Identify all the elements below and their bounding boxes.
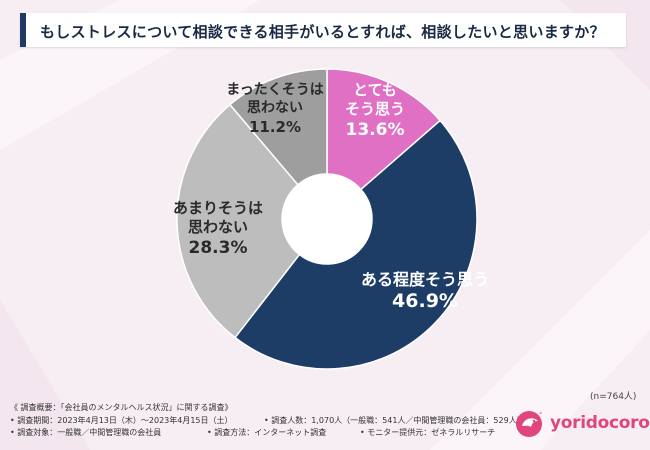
donut-hole	[282, 174, 372, 264]
chart-title: もしストレスについて相談できる相手がいるとすれば、相談したいと思いますか？	[40, 23, 605, 41]
slice-value: 11.2%	[249, 118, 301, 136]
slice-label-line: まったくそうは	[226, 82, 323, 98]
slice-3	[176, 103, 301, 339]
brand-logo: yoridocoro	[514, 409, 650, 439]
notes-method: • 調査方法：インターネット調査	[207, 428, 327, 438]
sample-size-note: (n=764人)	[590, 392, 637, 402]
slice-label-line: 思わない	[247, 100, 303, 116]
notes-monitor: • モニター提供元：ゼネラルリサーチ	[360, 428, 496, 438]
slice-label-line: そう思う	[345, 100, 405, 118]
notes-heading: 《 調査概要：「会社員のメンタルヘルス状況」に関する調査》	[10, 403, 233, 412]
slice-label-line: とても	[353, 81, 397, 99]
notes-period: • 調査期間：2023年4月13日（木）〜2023年4月15日（土）	[10, 415, 233, 425]
slice-value: 28.3%	[189, 238, 248, 258]
notes-target: • 調査対象：一般職／中間管理職の会社員	[10, 428, 162, 438]
title-box: もしストレスについて相談できる相手がいるとすれば、相談したいと思いますか？	[20, 13, 626, 47]
slice-label-line: 思わない	[188, 218, 248, 236]
notes-count: • 調査人数：1,070人（一般職：541人／中間管理職の会社員：529人）	[264, 415, 525, 425]
logo-text: yoridocoro	[550, 413, 650, 433]
slice-label-line: ある程度そう思う	[361, 270, 489, 289]
dolphin-icon	[516, 411, 542, 437]
slice-value: 13.6%	[346, 120, 405, 140]
slice-label-line: あまりそうは	[173, 199, 263, 217]
slice-value: 46.9%	[392, 290, 458, 312]
